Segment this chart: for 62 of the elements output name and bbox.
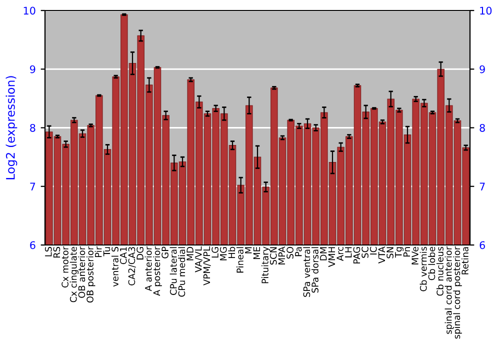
x-tick-label: OB anterior [78,246,86,298]
y2-tick-label: 7 [480,182,485,190]
x-tick-label: spinal cord posterior [453,246,462,339]
x-tick-label: Hb [228,246,236,258]
x-tick-label: spinal cord anterior [444,246,454,334]
y2-tick-label: 9 [480,65,485,74]
y-tick-label: 8 [30,124,36,132]
x-tick-label: Arc [336,246,344,261]
x-tick-label: VMH [328,247,335,268]
x-tick-label: RS [53,246,60,258]
x-tick-label: Cb lobe [428,246,436,280]
x-tick-label: Pn [403,247,410,257]
x-tick-label: DG [136,247,144,260]
x-tick-label: Cx motor [62,246,68,288]
x-tick-label: OB posterior [86,246,96,303]
x-tick-label: M [245,247,252,254]
x-tick-label: SO [286,246,294,259]
x-tick-label: MD [186,246,194,260]
x-tick-label: A posterior [153,246,162,296]
x-tick-label: LS [44,246,52,256]
x-tick-label: CA1 [120,247,127,264]
x-tick-label: DM [320,247,327,260]
x-tick-label: ME [253,246,260,259]
x-tick-label: Pineal [236,247,244,273]
x-tick-label: MVe [412,246,418,264]
y2-tick-label: 6 [480,241,485,250]
x-tick-label: SN [386,247,394,258]
x-tick-label: Tu [103,247,110,256]
x-tick-label: LG [212,247,218,258]
x-tick-label: IC [370,246,377,254]
x-tick-label: SPa ventral [303,247,310,297]
x-tick-label: SPa dorsal [311,247,318,293]
x-tick-label: VPM/VPL [203,246,211,286]
x-tick-label: SC [362,246,368,258]
x-tick-label: Pa [295,247,302,256]
x-tick-label: MG [220,247,227,260]
x-tick-label: MPA [278,246,285,264]
x-tick-label: Tg [395,247,404,258]
y-axis-title: Log2 (expression) [6,76,18,180]
x-tick-label: Pituitary [261,246,270,284]
x-tick-label: Cb vermis [420,246,427,292]
x-tick-label: VTA [378,246,385,264]
y-tick-label: 6 [30,241,36,250]
x-tick-label: VA/VL [195,246,202,272]
y2-tick-label: 8 [480,124,485,132]
x-tick-label: ventral S [111,246,118,287]
x-tick-label: Cx cingulate [70,246,79,302]
x-tick-label: SCN [270,247,277,265]
x-tick-label: A anterior [144,246,152,292]
x-tick-label: CPu lateral [170,247,177,295]
x-tick-label: Retina [461,247,468,274]
x-tick-label: CA2/CA3 [128,247,136,286]
x-tick-label: Pir [94,246,102,257]
x-tick-label: Cb nucleus [436,246,444,296]
y-tick-label: 10 [24,6,36,15]
x-tick-label: GP [162,246,168,258]
y-tick-label: 7 [30,182,36,190]
y-tick-label: 9 [30,65,36,74]
x-tick-label: PAG [353,247,360,264]
y2-tick-label: 10 [480,6,492,15]
x-tick-label: CPu medial [178,247,186,297]
x-tick-label: LH [345,247,352,258]
